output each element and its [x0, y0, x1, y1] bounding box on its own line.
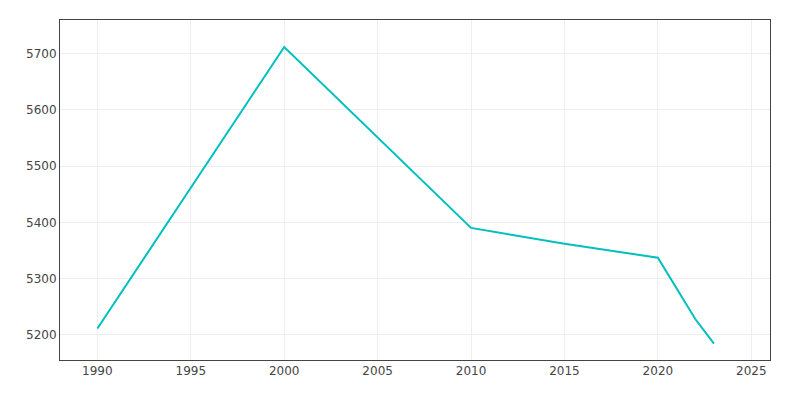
svg-text:5500: 5500: [26, 159, 57, 173]
svg-text:5200: 5200: [26, 328, 57, 342]
svg-text:2010: 2010: [456, 364, 487, 378]
svg-text:5300: 5300: [26, 272, 57, 286]
svg-text:5600: 5600: [26, 103, 57, 117]
svg-text:5700: 5700: [26, 47, 57, 61]
svg-text:1995: 1995: [176, 364, 207, 378]
svg-text:2005: 2005: [362, 364, 393, 378]
svg-text:5400: 5400: [26, 216, 57, 230]
svg-text:2015: 2015: [549, 364, 580, 378]
svg-text:2020: 2020: [643, 364, 674, 378]
svg-text:2000: 2000: [269, 364, 300, 378]
svg-text:2025: 2025: [736, 364, 767, 378]
svg-text:1990: 1990: [82, 364, 113, 378]
